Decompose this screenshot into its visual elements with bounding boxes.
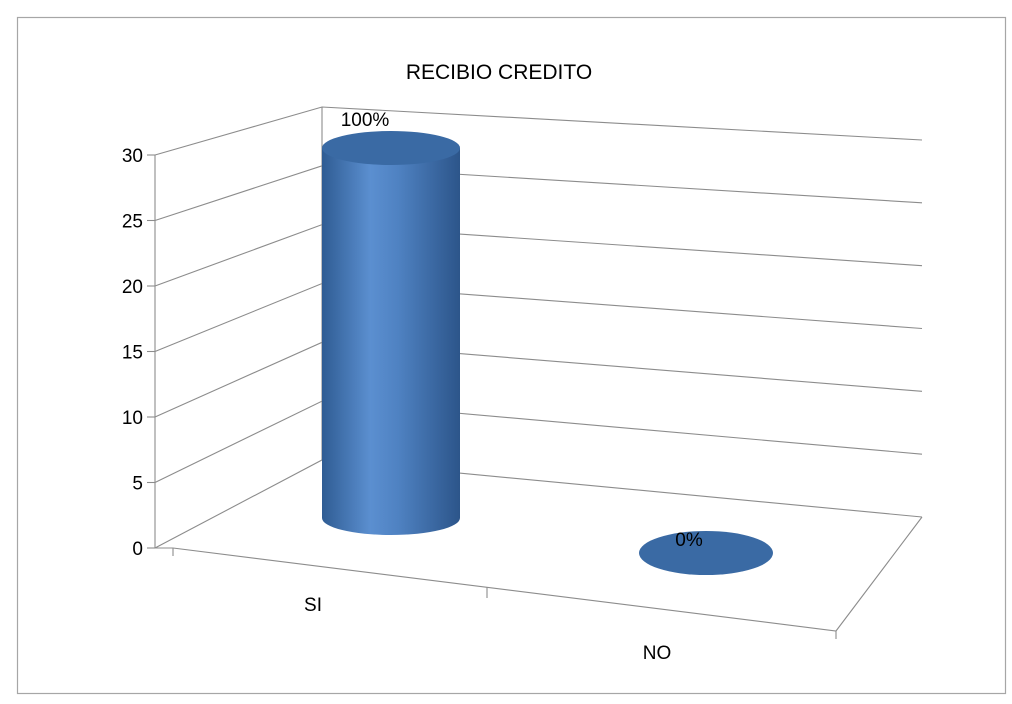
data-label: 0% (675, 530, 703, 551)
y-tick-label: 20 (122, 277, 143, 298)
y-tick-label: 15 (122, 343, 143, 364)
bar-base (639, 531, 773, 575)
bar-top (322, 131, 460, 165)
bar-layer (322, 131, 773, 575)
bar-body (322, 148, 460, 535)
y-tick-label: 25 (122, 212, 143, 233)
x-category-label: NO (643, 643, 672, 664)
y-tick-label: 30 (122, 146, 143, 167)
x-category-label: SI (304, 595, 322, 616)
y-tick-label: 5 (132, 474, 143, 495)
label-layer: 0 5 10 15 20 25 30 SI 100% NO 0% (122, 110, 703, 664)
chart-border (16, 16, 1007, 695)
y-tick-label: 10 (122, 408, 143, 429)
chart-title: RECIBIO CREDITO (406, 61, 592, 84)
data-label: 100% (341, 110, 390, 131)
y-tick-label: 0 (132, 539, 143, 560)
